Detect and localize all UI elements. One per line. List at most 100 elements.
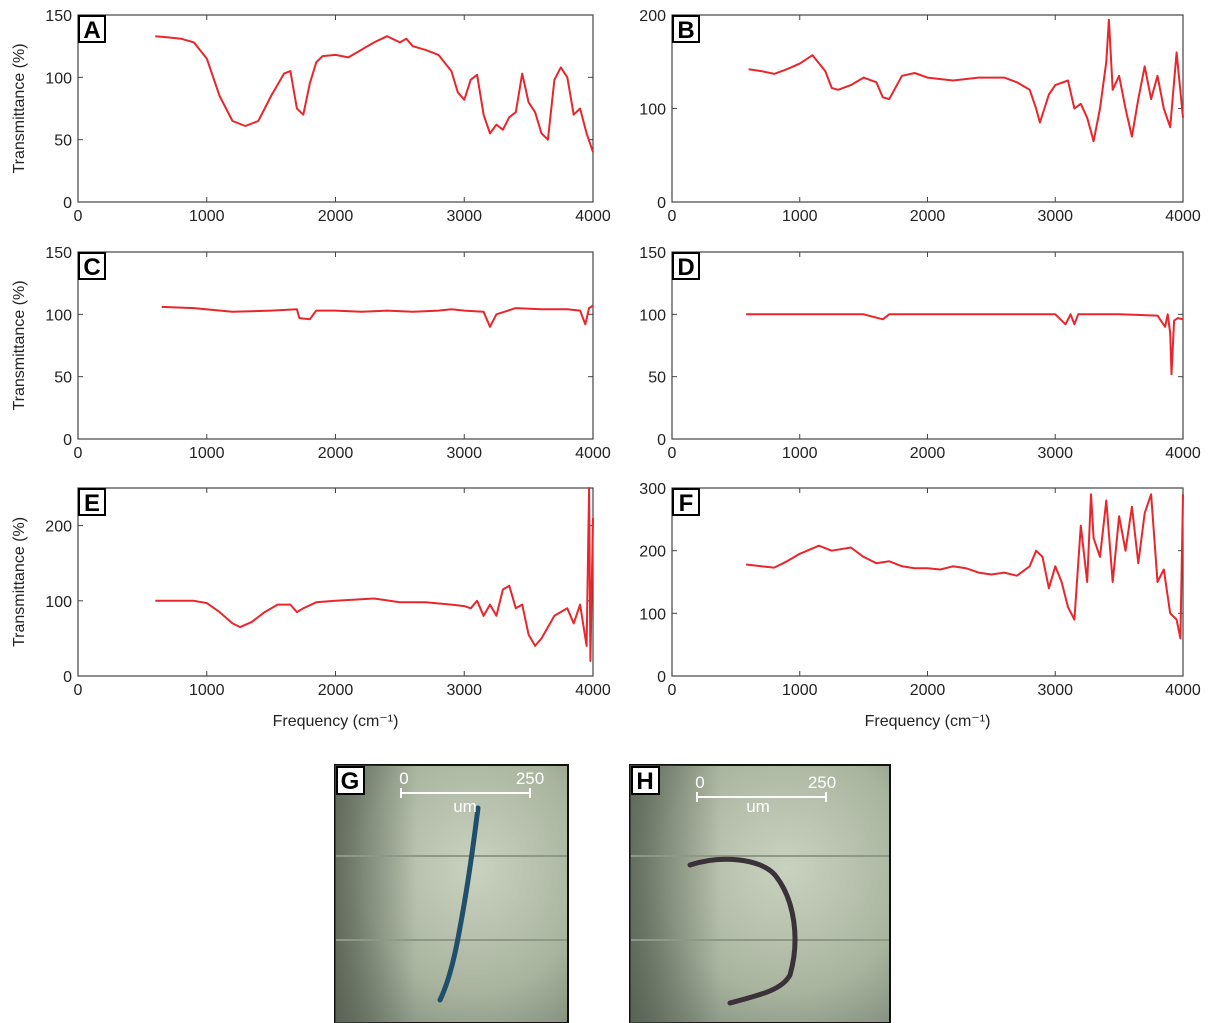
x-tick-label: 1000 — [189, 208, 225, 225]
plot-frame — [671, 487, 1184, 677]
y-tick-label: 50 — [54, 370, 72, 387]
y-tick-label: 150 — [45, 245, 72, 262]
y-tick-label: 100 — [639, 102, 666, 119]
panel-label: G — [341, 768, 360, 795]
spectrum-line — [748, 18, 1184, 143]
x-tick-label: 3000 — [446, 682, 482, 699]
x-tick-label: 4000 — [1165, 682, 1201, 699]
chart: 0 50 100 150 0 1000 2000 3000 4000 D — [639, 245, 1201, 462]
micrograph-h: 0 250 um H — [629, 764, 891, 1023]
panel-label: D — [677, 254, 694, 281]
panel-label-box — [78, 252, 106, 280]
panel-label: B — [677, 17, 694, 44]
x-tick-label: 0 — [74, 682, 83, 699]
scale-start: 0 — [399, 769, 408, 788]
panel-label: F — [679, 490, 694, 517]
x-tick-label: 1000 — [189, 445, 225, 462]
x-tick-label: 1000 — [782, 682, 818, 699]
x-tick-label: 2000 — [910, 682, 946, 699]
scale-end: 250 — [808, 773, 836, 792]
spectrum-line — [745, 493, 1184, 640]
spectrum-line — [155, 487, 594, 662]
spectrum-line — [155, 35, 594, 153]
x-tick-label: 3000 — [1037, 682, 1073, 699]
y-axis-label: Transmittance (%) — [11, 517, 28, 647]
panel-label-box — [336, 766, 365, 795]
x-tick-label: 1000 — [782, 208, 818, 225]
y-tick-label: 0 — [657, 669, 666, 686]
scale-end: 250 — [516, 769, 544, 788]
x-tick-label: 4000 — [1165, 445, 1201, 462]
plot-frame — [671, 251, 1184, 440]
x-tick-label: 4000 — [575, 445, 611, 462]
fiber — [437, 805, 481, 1003]
y-tick-label: 300 — [639, 481, 666, 498]
x-axis-label: Frequency (cm⁻¹) — [865, 713, 991, 730]
x-tick-label: 3000 — [1037, 208, 1073, 225]
y-tick-label: 100 — [45, 594, 72, 611]
x-tick-label: 4000 — [575, 682, 611, 699]
panel-label-box — [672, 15, 700, 43]
x-tick-label: 0 — [74, 208, 83, 225]
y-axis-label: Transmittance (%) — [11, 43, 28, 173]
panel-label-box — [631, 766, 660, 795]
spectrum-line — [161, 304, 594, 328]
panel-label: A — [83, 17, 100, 44]
x-tick-label: 2000 — [318, 682, 354, 699]
x-tick-label: 4000 — [1165, 208, 1201, 225]
micrograph-g: 0 250 um G — [334, 764, 569, 1023]
y-tick-label: 150 — [45, 8, 72, 25]
panel-label: E — [84, 490, 100, 517]
y-tick-label: 50 — [54, 133, 72, 150]
x-axis-label: Frequency (cm⁻¹) — [273, 713, 399, 730]
x-tick-label: 3000 — [446, 445, 482, 462]
x-tick-label: 1000 — [189, 682, 225, 699]
x-tick-label: 0 — [668, 445, 677, 462]
scale-unit: um — [746, 797, 770, 816]
y-tick-label: 100 — [45, 307, 72, 324]
x-tick-label: 2000 — [910, 208, 946, 225]
panel-label-box — [672, 488, 700, 516]
y-tick-label: 200 — [639, 8, 666, 25]
y-tick-label: 100 — [639, 307, 666, 324]
image-shade — [630, 765, 890, 1023]
x-tick-label: 3000 — [1037, 445, 1073, 462]
x-tick-label: 0 — [668, 682, 677, 699]
x-tick-label: 2000 — [318, 445, 354, 462]
plot-frame — [77, 251, 594, 440]
x-tick-label: 0 — [668, 208, 677, 225]
panel-label: C — [83, 254, 100, 281]
y-tick-label: 0 — [63, 195, 72, 212]
x-tick-label: 3000 — [446, 208, 482, 225]
panel-label: H — [636, 768, 653, 795]
fiber — [687, 856, 798, 1006]
y-tick-label: 0 — [63, 669, 72, 686]
plot-frame — [671, 14, 1184, 203]
y-tick-label: 50 — [648, 370, 666, 387]
chart: 0 50 100 150 0 1000 2000 3000 4000 C Transmittance… — [11, 245, 611, 462]
panel-label-box — [78, 15, 106, 43]
chart: 0 50 100 150 0 1000 2000 3000 4000 A Transmittance… — [11, 8, 611, 225]
y-tick-label: 0 — [63, 432, 72, 449]
y-tick-label: 100 — [639, 606, 666, 623]
x-tick-label: 2000 — [318, 208, 354, 225]
image-shade — [335, 765, 568, 1023]
y-axis-label: Transmittance (%) — [11, 280, 28, 410]
scale-unit: um — [453, 797, 477, 816]
x-tick-label: 0 — [74, 445, 83, 462]
plot-frame — [77, 487, 594, 677]
y-tick-label: 150 — [639, 245, 666, 262]
y-tick-label: 0 — [657, 432, 666, 449]
x-tick-label: 4000 — [575, 208, 611, 225]
scale-start: 0 — [695, 773, 704, 792]
y-tick-label: 0 — [657, 195, 666, 212]
panel-label-box — [672, 252, 700, 280]
y-tick-label: 100 — [45, 70, 72, 87]
x-tick-label: 2000 — [910, 445, 946, 462]
y-tick-label: 200 — [639, 544, 666, 561]
x-tick-label: 1000 — [782, 445, 818, 462]
